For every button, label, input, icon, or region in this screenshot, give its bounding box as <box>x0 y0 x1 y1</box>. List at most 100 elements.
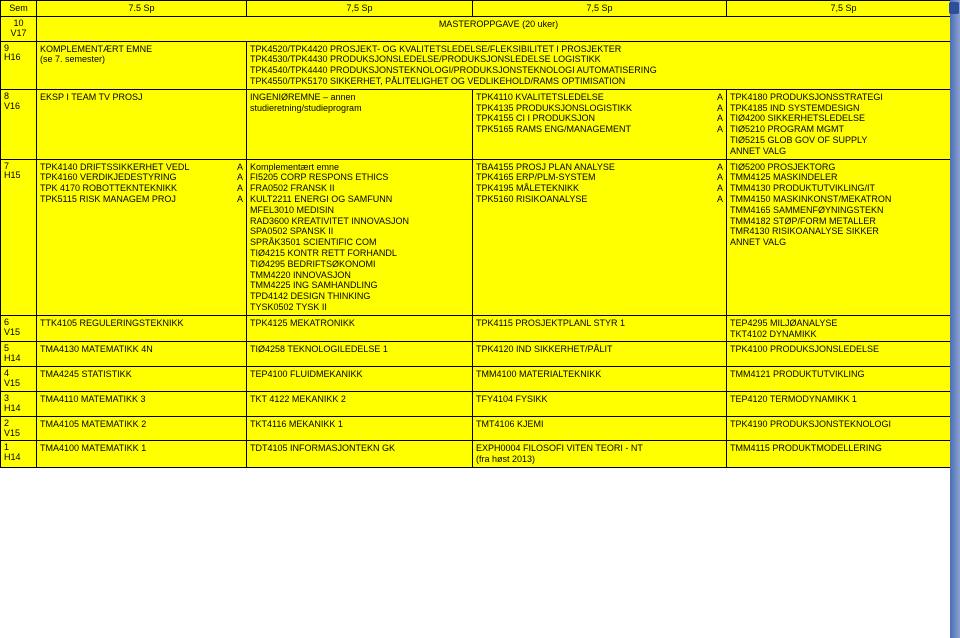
row-9: 9 H16 KOMPLEMENTÆRT EMNE (se 7. semester… <box>1 41 960 89</box>
course-line: TPK4165 ERP/PLM-SYSTEMA <box>476 172 723 183</box>
text: TPK4530/TPK4430 PRODUKSJONSLEDELSE/PRODU… <box>250 54 957 65</box>
r5-c3: TPK4120 IND SIKKERHET/PÅLIT <box>473 342 727 367</box>
r7-c4: TIØ5200 PROSJEKTORGTMM4125 MASKINDELERTM… <box>727 159 960 315</box>
course-label: TPK4155 CI I PRODUKSJON <box>476 113 709 124</box>
study-plan-table: Sem 7.5 Sp 7,5 Sp 7,5 Sp 7,5 Sp 10 V17 M… <box>0 0 960 468</box>
course-line: TIØ4295 BEDRIFTSØKONOMI <box>250 259 469 270</box>
course-line: TMM4125 MASKINDELER <box>730 172 957 183</box>
row-3: 3 H14 TMA4110 MATEMATIKK 3 TKT 4122 MEKA… <box>1 391 960 416</box>
sem-5: 5 H14 <box>1 342 37 367</box>
text: TEP4295 MILJØANALYSE <box>730 318 957 329</box>
course-line: TPK4180 PRODUKSJONSSTRATEGIA <box>730 92 957 103</box>
course-tag: A <box>709 92 723 103</box>
course-line: Komplementært emne <box>250 162 469 173</box>
course-label: TPK4185 IND SYSTEMDESIGN <box>730 103 943 114</box>
course-tag: A <box>709 172 723 183</box>
r6-c1: TTK4105 REGULERINGSTEKNIKK <box>37 315 247 342</box>
course-line: TPK4135 PRODUKSJONSLOGISTIKKA <box>476 103 723 114</box>
r9-c2: TPK4520/TPK4420 PROSJEKT- OG KVALITETSLE… <box>247 41 960 89</box>
course-line: TPK4185 IND SYSTEMDESIGNA <box>730 103 957 114</box>
course-tag: A <box>709 124 723 135</box>
row-2: 2 V15 TMA4105 MATEMATIKK 2 TKT4116 MEKAN… <box>1 416 960 441</box>
r9-c1: KOMPLEMENTÆRT EMNE (se 7. semester) <box>37 41 247 89</box>
r3-c3: TFY4104 FYSIKK <box>473 391 727 416</box>
course-line: TMM4225 ING SAMHANDLING <box>250 280 469 291</box>
course-line: SPRÅK3501 SCIENTIFIC COM <box>250 237 469 248</box>
r1-c2: TDT4105 INFORMASJONTEKN GK <box>247 441 473 468</box>
row-7: 7 H15 TPK4140 DRIFTSSIKKERHET VEDLATPK41… <box>1 159 960 315</box>
row-6: 6 V15 TTK4105 REGULERINGSTEKNIKK TPK4125… <box>1 315 960 342</box>
sem-term: H15 <box>4 171 33 181</box>
sem-3: 3 H14 <box>1 391 37 416</box>
course-line: FI5205 CORP RESPONS ETHICS <box>250 172 469 183</box>
sem-term: V15 <box>4 328 33 338</box>
course-tag: A <box>229 183 243 194</box>
sem-term: H14 <box>4 404 33 414</box>
sem-9: 9 H16 <box>1 41 37 89</box>
sem-term: V16 <box>4 102 33 112</box>
course-line: TBA4155 PROSJ PLAN ANALYSEA <box>476 162 723 173</box>
course-label: TPK5160 RISIKOANALYSE <box>476 194 709 205</box>
sem-term: H14 <box>4 453 33 463</box>
course-line: TPK4140 DRIFTSSIKKERHET VEDLA <box>40 162 243 173</box>
r6-c3: TPK4115 PROSJEKTPLANL STYR 1 <box>473 315 727 342</box>
course-line: TMM4150 MASKINKONST/MEKATRON <box>730 194 957 205</box>
course-line: TMM4182 STØP/FORM METALLER <box>730 216 957 227</box>
course-line: TMM4220 INNOVASJON <box>250 270 469 281</box>
r6-c4: TEP4295 MILJØANALYSE TKT4102 DYNAMIKK <box>727 315 960 342</box>
sem-term: H14 <box>4 354 33 364</box>
course-tag: A <box>229 194 243 205</box>
course-tag: A <box>709 103 723 114</box>
sem-7: 7 H15 <box>1 159 37 315</box>
row-10: 10 V17 MASTEROPPGAVE (20 uker) <box>1 16 960 41</box>
course-label: TIØ4200 SIKKERHETSLEDELSE <box>730 113 943 124</box>
sem-2: 2 V15 <box>1 416 37 441</box>
r1-c4: TMM4115 PRODUKTMODELLERING <box>727 441 960 468</box>
row-4: 4 V15 TMA4245 STATISTIKK TEP4100 FLUIDME… <box>1 367 960 392</box>
course-label: TPK5165 RAMS ENG/MANAGEMENT <box>476 124 709 135</box>
course-label: TIØ5210 PROGRAM MGMT <box>730 124 943 135</box>
course-tag: A <box>229 162 243 173</box>
sem-term: V15 <box>4 429 33 439</box>
course-label: TPK5115 RISK MANAGEM PROJ <box>40 194 229 205</box>
r8-c4: TPK4180 PRODUKSJONSSTRATEGIATPK4185 IND … <box>727 89 960 159</box>
text: studieretning/studieprogram <box>250 103 469 114</box>
course-line: TPK5165 RAMS ENG/MANAGEMENTA <box>476 124 723 135</box>
course-line: TPK 4170 ROBOTTEKNTEKNIKKA <box>40 183 243 194</box>
r7-c2: Komplementært emneFI5205 CORP RESPONS ET… <box>247 159 473 315</box>
course-tag: A <box>229 172 243 183</box>
sem-term: H16 <box>4 53 33 63</box>
course-label: TPK 4170 ROBOTTEKNTEKNIKK <box>40 183 229 194</box>
r3-c1: TMA4110 MATEMATIKK 3 <box>37 391 247 416</box>
course-line: TIØ5200 PROSJEKTORG <box>730 162 957 173</box>
course-line: RAD3600 KREATIVITET INNOVASJON <box>250 216 469 227</box>
r1-c3: EXPH0004 FILOSOFI VITEN TEORI - NT (fra … <box>473 441 727 468</box>
r8-c3: TPK4110 KVALITETSLEDELSEATPK4135 PRODUKS… <box>473 89 727 159</box>
course-line: TMM4165 SAMMENFØYNINGSTEKN <box>730 205 957 216</box>
r7-c1: TPK4140 DRIFTSSIKKERHET VEDLATPK4160 VER… <box>37 159 247 315</box>
course-line: TPK4160 VERDIKJEDESTYRINGA <box>40 172 243 183</box>
course-line: TIØ4215 KONTR RETT FORHANDL <box>250 248 469 259</box>
course-label: TPK4140 DRIFTSSIKKERHET VEDL <box>40 162 229 173</box>
text: INGENIØREMNE – annen <box>250 92 469 103</box>
r5-c2: TIØ4258 TEKNOLOGILEDELSE 1 <box>247 342 473 367</box>
row-5: 5 H14 TMA4130 MATEMATIKK 4N TIØ4258 TEKN… <box>1 342 960 367</box>
sem-8: 8 V16 <box>1 89 37 159</box>
course-line: SPA0502 SPANSK II <box>250 226 469 237</box>
sem-10: 10 V17 <box>1 16 37 41</box>
course-line: TPK4195 MÅLETEKNIKKA <box>476 183 723 194</box>
course-label: TPK4165 ERP/PLM-SYSTEM <box>476 172 709 183</box>
r2-c3: TMT4106 KJEMI <box>473 416 727 441</box>
r3-c4: TEP4120 TERMODYNAMIKK 1 <box>727 391 960 416</box>
course-tag: A <box>709 183 723 194</box>
course-line: ANNET VALG <box>730 237 957 248</box>
course-tag: A <box>709 194 723 205</box>
course-line: TIØ5215 GLOB GOV OF SUPPLY <box>730 135 957 146</box>
text: TPK4520/TPK4420 PROSJEKT- OG KVALITETSLE… <box>250 44 957 55</box>
course-line: TMM4130 PRODUKTUTVIKLING/IT <box>730 183 957 194</box>
course-line: TYSK0502 TYSK II <box>250 302 469 313</box>
course-line: TPK5115 RISK MANAGEM PROJA <box>40 194 243 205</box>
course-line: TPD4142 DESIGN THINKING <box>250 291 469 302</box>
header-sp1: 7.5 Sp <box>37 1 247 17</box>
text: EXPH0004 FILOSOFI VITEN TEORI - NT <box>476 443 723 454</box>
